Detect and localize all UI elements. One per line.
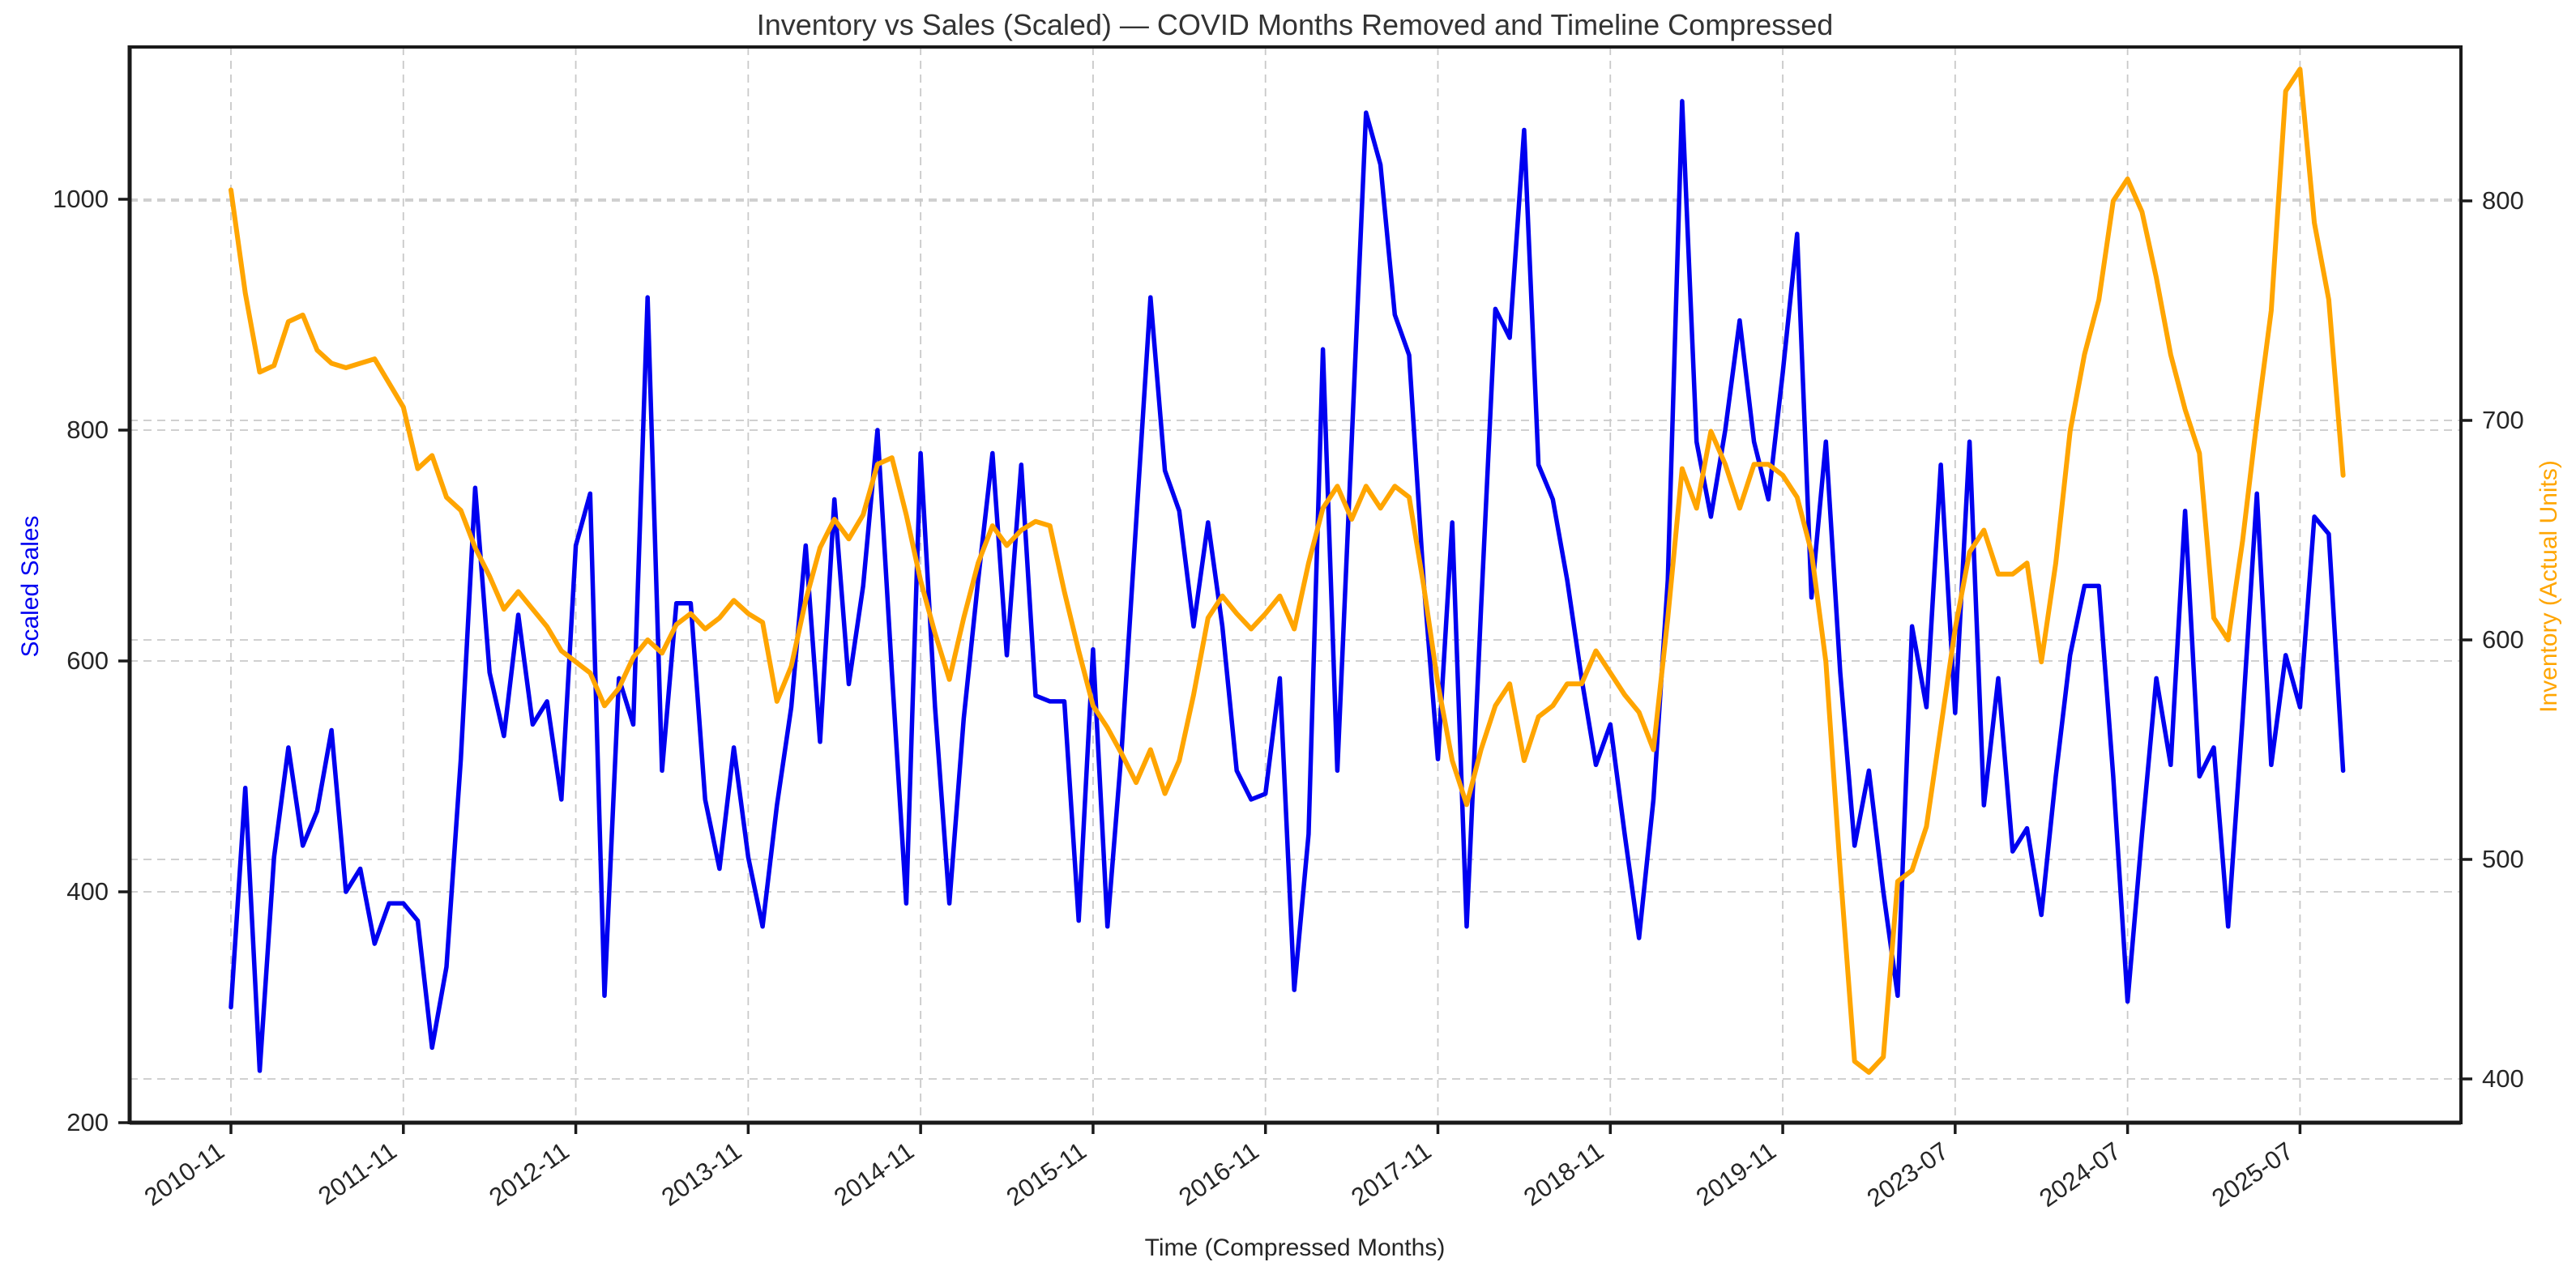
x-tick-label: 2024-07	[2034, 1136, 2125, 1213]
y-axis-label-left: Scaled Sales	[17, 515, 44, 658]
x-tick-label: 2016-11	[1173, 1136, 1263, 1212]
x-tick-label: 2017-11	[1346, 1136, 1436, 1212]
x-tick-label: 2010-11	[139, 1136, 229, 1212]
y-tick-label-right: 800	[2482, 186, 2524, 215]
x-tick-label: 2013-11	[656, 1136, 746, 1212]
y-tick-label-left: 600	[66, 646, 109, 675]
x-tick-label: 2023-07	[1862, 1136, 1954, 1213]
y-tick-label-right: 400	[2482, 1064, 2524, 1093]
y-tick-label-right: 700	[2482, 406, 2524, 434]
chart-title: Inventory vs Sales (Scaled) — COVID Mont…	[756, 8, 1834, 41]
x-axis-label: Time (Compressed Months)	[1144, 1234, 1446, 1261]
x-tick-label: 2011-11	[313, 1136, 402, 1210]
x-tick-label: 2019-11	[1691, 1136, 1781, 1212]
y-tick-label-left: 1000	[53, 185, 109, 213]
y-tick-label-left: 200	[66, 1108, 109, 1136]
x-tick-label: 2015-11	[1002, 1136, 1091, 1212]
x-tick-label: 2014-11	[829, 1136, 919, 1212]
y-tick-label-left: 400	[66, 877, 109, 906]
y-axis-label-right: Inventory (Actual Units)	[2535, 460, 2562, 713]
y-tick-label-left: 800	[66, 416, 109, 444]
sales-line	[229, 99, 2346, 1073]
x-tick-label: 2025-07	[2206, 1136, 2298, 1213]
y-tick-label-right: 500	[2482, 845, 2524, 873]
y-tick-label-right: 600	[2482, 625, 2524, 654]
inventory-line	[229, 66, 2346, 1075]
x-tick-label: 2012-11	[484, 1136, 574, 1212]
x-tick-label: 2018-11	[1519, 1136, 1608, 1212]
